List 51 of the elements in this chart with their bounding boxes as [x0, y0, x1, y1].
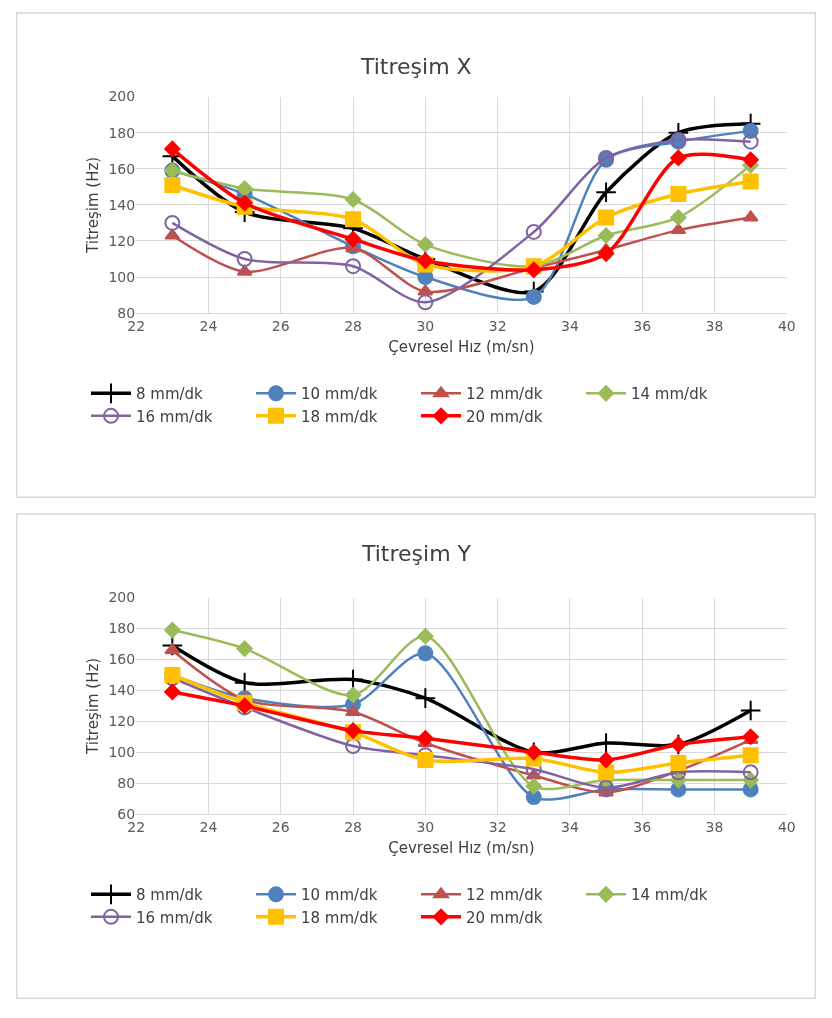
- y-axis-title: Titreşim (Hz): [83, 657, 102, 755]
- x-tick-label: 38: [705, 317, 724, 334]
- x-tick-label: 36: [633, 818, 652, 835]
- y-tick-label: 180: [108, 124, 136, 141]
- x-tick-label: 40: [777, 818, 796, 835]
- x-axis-title: Çevresel Hız (m/sn): [388, 337, 535, 356]
- legend-label: 18 mm/dk: [301, 908, 378, 927]
- x-tick-label: 36: [633, 317, 652, 334]
- legend-label: 8 mm/dk: [136, 886, 204, 905]
- legend-label: 20 mm/dk: [466, 908, 543, 927]
- chart-title: Titreşim Y: [361, 541, 472, 566]
- x-tick-label: 28: [344, 818, 362, 835]
- legend-label: 18 mm/dk: [301, 407, 378, 426]
- x-tick-label: 28: [344, 317, 362, 334]
- x-tick-label: 34: [561, 818, 579, 835]
- y-tick-label: 160: [108, 651, 136, 668]
- legend-label: 20 mm/dk: [466, 407, 543, 426]
- x-tick-label: 34: [561, 317, 579, 334]
- x-tick-label: 24: [199, 818, 218, 835]
- y-tick-label: 180: [108, 620, 136, 637]
- y-tick-label: 120: [108, 232, 136, 249]
- legend-label: 14 mm/dk: [631, 886, 708, 905]
- x-tick-label: 30: [416, 317, 435, 334]
- x-tick-label: 38: [705, 818, 724, 835]
- y-tick-label: 80: [117, 775, 136, 792]
- legend-label: 12 mm/dk: [466, 385, 543, 404]
- chart-title: Titreşim X: [360, 54, 472, 79]
- legend-label: 12 mm/dk: [466, 886, 543, 905]
- x-tick-label: 32: [488, 818, 507, 835]
- y-tick-label: 140: [108, 682, 136, 699]
- y-tick-label: 200: [108, 88, 136, 105]
- y-tick-label: 160: [108, 160, 136, 177]
- legend-label: 14 mm/dk: [631, 385, 708, 404]
- legend-label: 10 mm/dk: [301, 886, 378, 905]
- y-tick-label: 200: [108, 589, 136, 606]
- x-tick-label: 26: [271, 317, 290, 334]
- x-tick-label: 40: [777, 317, 796, 334]
- legend-label: 10 mm/dk: [301, 385, 378, 404]
- x-tick-label: 26: [271, 818, 290, 835]
- legend-label: 8 mm/dk: [136, 385, 204, 404]
- x-tick-label: 32: [488, 317, 507, 334]
- x-tick-label: 24: [199, 317, 218, 334]
- legend-label: 16 mm/dk: [136, 908, 213, 927]
- y-tick-label: 120: [108, 713, 136, 730]
- x-tick-label: 30: [416, 818, 435, 835]
- legend-label: 16 mm/dk: [136, 407, 213, 426]
- y-tick-label: 100: [108, 268, 136, 285]
- y-axis-title: Titreşim (Hz): [83, 156, 102, 254]
- y-tick-label: 100: [108, 744, 136, 761]
- y-tick-label: 140: [108, 196, 136, 213]
- x-axis-title: Çevresel Hız (m/sn): [388, 838, 535, 857]
